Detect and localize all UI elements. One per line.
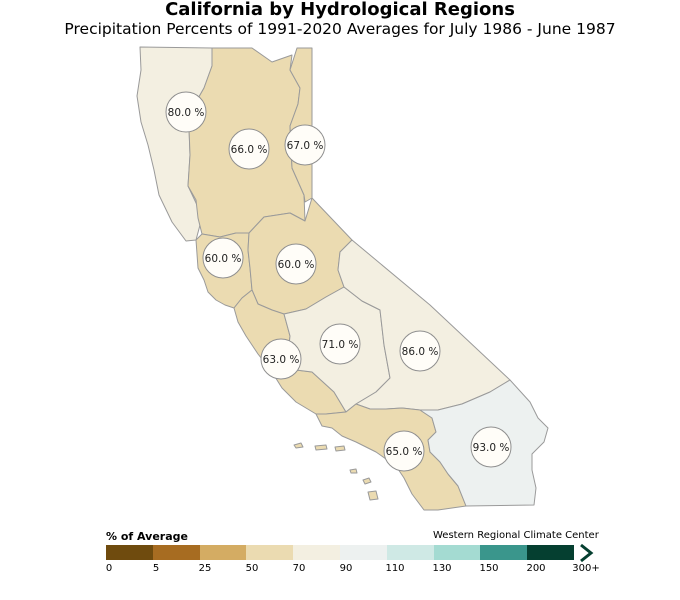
map-title: California by Hydrological Regions	[165, 0, 515, 20]
label-central-coast[interactable]: 63.0 %	[260, 338, 302, 380]
legend-tick: 130	[432, 563, 452, 574]
channel-island	[362, 477, 372, 485]
label-text: 93.0 %	[473, 442, 510, 454]
label-south-lahontan[interactable]: 86.0 %	[399, 330, 441, 372]
legend-tick: 110	[385, 563, 405, 574]
channel-island	[349, 468, 358, 474]
channel-island	[314, 444, 328, 451]
legend-tick: 0	[105, 563, 113, 574]
legend-swatch	[152, 545, 200, 560]
legend-swatch	[199, 545, 247, 560]
chevron-right-icon	[580, 543, 594, 563]
legend-swatch	[106, 545, 153, 560]
legend-tick: 90	[339, 563, 353, 574]
legend-tick: 5	[152, 563, 160, 574]
label-text: 71.0 %	[322, 339, 359, 351]
label-text: 86.0 %	[402, 346, 439, 358]
label-tulare-lake[interactable]: 71.0 %	[319, 323, 361, 365]
legend-swatch	[339, 545, 387, 560]
legend-tick: 200	[526, 563, 546, 574]
label-san-joaquin-river[interactable]: 60.0 %	[275, 243, 317, 285]
map-subtitle: Precipitation Percents of 1991-2020 Aver…	[64, 20, 616, 38]
legend-tick: 300+	[572, 563, 600, 574]
legend-swatch	[480, 545, 528, 560]
legend-credit: Western Regional Climate Center	[433, 530, 599, 541]
legend-swatch	[246, 545, 294, 560]
label-text: 60.0 %	[205, 253, 242, 265]
channel-island	[293, 442, 304, 449]
legend-swatch	[293, 545, 340, 560]
legend-swatch	[433, 545, 481, 560]
channel-island	[334, 445, 346, 452]
legend-tick: 150	[479, 563, 499, 574]
legend-tick: 25	[198, 563, 212, 574]
label-text: 63.0 %	[263, 354, 300, 366]
channel-island	[367, 490, 379, 501]
label-text: 80.0 %	[168, 107, 205, 119]
label-colorado-river[interactable]: 93.0 %	[470, 426, 512, 468]
label-sacramento-river[interactable]: 66.0 %	[228, 128, 270, 170]
legend-swatch	[527, 545, 574, 560]
legend-title: % of Average	[106, 530, 188, 543]
label-text: 60.0 %	[278, 259, 315, 271]
label-north-coast[interactable]: 80.0 %	[165, 91, 207, 133]
legend-swatch	[386, 545, 434, 560]
label-text: 67.0 %	[287, 140, 324, 152]
label-south-coast[interactable]: 65.0 %	[383, 430, 425, 472]
label-san-francisco-bay[interactable]: 60.0 %	[202, 237, 244, 279]
legend-color-bar	[106, 545, 574, 560]
label-text: 66.0 %	[231, 144, 268, 156]
legend-tick: 70	[292, 563, 306, 574]
label-north-lahontan[interactable]: 67.0 %	[284, 124, 326, 166]
label-text: 65.0 %	[386, 446, 423, 458]
legend-tick: 50	[245, 563, 259, 574]
